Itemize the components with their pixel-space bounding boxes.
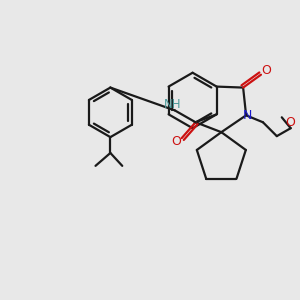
Text: O: O: [285, 116, 295, 129]
Text: N: N: [242, 109, 252, 122]
Text: O: O: [171, 135, 181, 148]
Text: NH: NH: [164, 98, 182, 111]
Text: O: O: [261, 64, 271, 77]
